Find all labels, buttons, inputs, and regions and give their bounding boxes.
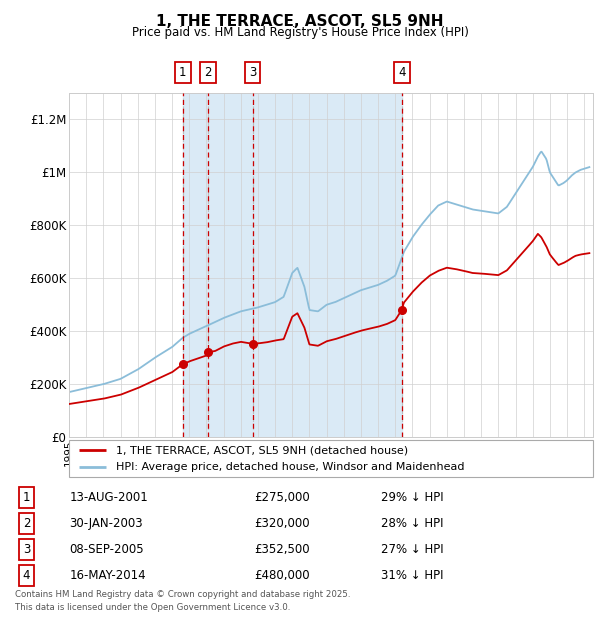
Text: Contains HM Land Registry data © Crown copyright and database right 2025.: Contains HM Land Registry data © Crown c…	[15, 590, 350, 600]
Text: 27% ↓ HPI: 27% ↓ HPI	[380, 543, 443, 556]
Text: 4: 4	[398, 66, 406, 79]
Bar	[182, 93, 401, 437]
Text: 30-JAN-2003: 30-JAN-2003	[70, 517, 143, 530]
Text: 1, THE TERRACE, ASCOT, SL5 9NH: 1, THE TERRACE, ASCOT, SL5 9NH	[156, 14, 444, 29]
Text: £275,000: £275,000	[254, 491, 310, 504]
Text: 1, THE TERRACE, ASCOT, SL5 9NH (detached house): 1, THE TERRACE, ASCOT, SL5 9NH (detached…	[116, 445, 408, 455]
Text: 2: 2	[23, 517, 30, 530]
Text: 08-SEP-2005: 08-SEP-2005	[70, 543, 144, 556]
Text: £320,000: £320,000	[254, 517, 310, 530]
Text: 4: 4	[23, 569, 30, 582]
Text: HPI: Average price, detached house, Windsor and Maidenhead: HPI: Average price, detached house, Wind…	[116, 463, 464, 472]
Text: 13-AUG-2001: 13-AUG-2001	[70, 491, 148, 504]
Text: 3: 3	[23, 543, 30, 556]
Text: 28% ↓ HPI: 28% ↓ HPI	[380, 517, 443, 530]
Text: 16-MAY-2014: 16-MAY-2014	[70, 569, 146, 582]
Text: £352,500: £352,500	[254, 543, 310, 556]
Text: Price paid vs. HM Land Registry's House Price Index (HPI): Price paid vs. HM Land Registry's House …	[131, 26, 469, 39]
Text: 29% ↓ HPI: 29% ↓ HPI	[380, 491, 443, 504]
Text: 3: 3	[249, 66, 256, 79]
Text: 31% ↓ HPI: 31% ↓ HPI	[380, 569, 443, 582]
FancyBboxPatch shape	[69, 440, 593, 477]
Text: 1: 1	[23, 491, 30, 504]
Text: £480,000: £480,000	[254, 569, 310, 582]
Text: This data is licensed under the Open Government Licence v3.0.: This data is licensed under the Open Gov…	[15, 603, 290, 612]
Text: 1: 1	[179, 66, 187, 79]
Text: 2: 2	[204, 66, 212, 79]
